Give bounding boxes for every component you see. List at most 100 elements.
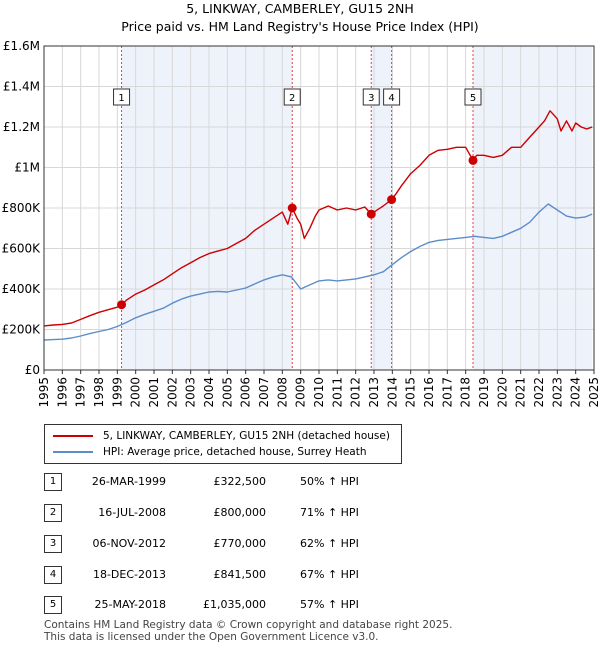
price-chart: 5, LINKWAY, CAMBERLEY, GU15 2NH Price pa… — [2, 1, 600, 408]
sale-hpi-change: 62% ↑ HPI — [300, 537, 359, 550]
sale-number-badge: 4 — [44, 566, 62, 584]
sale-hpi-change: 67% ↑ HPI — [300, 568, 359, 581]
sale-row: 4 18-DEC-2013 £841,500 67% ↑ HPI — [0, 566, 600, 586]
sale-point — [387, 195, 397, 205]
sale-hpi-change: 71% ↑ HPI — [300, 506, 359, 519]
footer-copyright: Contains HM Land Registry data © Crown c… — [44, 619, 453, 631]
chart-title: 5, LINKWAY, CAMBERLEY, GU15 2NH — [186, 1, 414, 16]
x-tick-label: 2012 — [349, 377, 363, 408]
y-tick-label: £1M — [14, 161, 40, 175]
legend-label-hpi: HPI: Average price, detached house, Surr… — [103, 446, 367, 458]
x-tick-label: 2002 — [165, 377, 179, 408]
x-tick-label: 1999 — [110, 377, 124, 408]
sale-marker-label: 3 — [368, 93, 374, 104]
y-tick-label: £200K — [2, 323, 42, 337]
sale-marker-badge: 2 — [283, 88, 301, 106]
x-tick-label: 2014 — [385, 377, 399, 408]
sale-price: £1,035,000 — [203, 598, 266, 611]
x-tick-label: 2015 — [404, 377, 418, 408]
sale-date: 26-MAR-1999 — [91, 475, 166, 488]
legend-label-property: 5, LINKWAY, CAMBERLEY, GU15 2NH (detache… — [103, 430, 390, 442]
y-tick-label: £1.2M — [3, 120, 40, 134]
sale-price: £322,500 — [213, 475, 267, 488]
sale-number-badge: 3 — [44, 535, 62, 553]
sale-price: £800,000 — [213, 506, 267, 519]
sale-marker-label: 5 — [470, 93, 476, 104]
property-series-line — [43, 110, 593, 327]
x-tick-label: 2025 — [587, 377, 600, 408]
sale-marker-label: 4 — [388, 93, 394, 104]
x-tick-label: 2009 — [294, 377, 308, 408]
x-tick-label: 2008 — [275, 377, 289, 408]
sale-hpi-change: 57% ↑ HPI — [300, 598, 359, 611]
y-tick-label: £600K — [2, 242, 42, 256]
sale-marker-box — [113, 88, 131, 106]
sale-number-badge: 2 — [44, 504, 62, 522]
legend-swatch-property — [53, 435, 93, 437]
x-tick-label: 2020 — [495, 377, 509, 408]
footer-licence: This data is licensed under the Open Gov… — [44, 631, 379, 643]
sale-marker-box — [464, 88, 482, 106]
sale-number-badge: 1 — [44, 473, 62, 491]
sale-row: 2 16-JUL-2008 £800,000 71% ↑ HPI — [0, 504, 600, 524]
x-tick-label: 2003 — [184, 377, 198, 408]
sale-date: 16-JUL-2008 — [98, 506, 166, 519]
sale-price: £770,000 — [213, 537, 267, 550]
y-tick-label: £800K — [2, 201, 42, 215]
sale-marker-badge: 1 — [113, 88, 131, 106]
x-tick-label: 1996 — [55, 377, 69, 408]
legend-item-property: 5, LINKWAY, CAMBERLEY, GU15 2NH (detache… — [53, 429, 390, 443]
footer-attribution: Contains HM Land Registry data © Crown c… — [44, 619, 452, 643]
chart-subtitle: Price paid vs. HM Land Registry's House … — [121, 19, 478, 34]
sale-marker-label: 2 — [289, 93, 295, 104]
x-tick-label: 2018 — [459, 377, 473, 408]
x-tick-label: 2024 — [569, 377, 583, 408]
x-tick-label: 2021 — [514, 377, 528, 408]
x-tick-label: 1998 — [92, 377, 106, 408]
sale-point — [468, 155, 478, 165]
sale-marker-box — [383, 88, 401, 106]
x-tick-label: 2005 — [220, 377, 234, 408]
sale-marker-badge: 4 — [383, 88, 401, 106]
sale-row: 5 25-MAY-2018 £1,035,000 57% ↑ HPI — [0, 596, 600, 616]
x-tick-label: 2000 — [129, 377, 143, 408]
sale-point — [287, 203, 297, 213]
x-tick-label: 2006 — [239, 377, 253, 408]
sale-point — [366, 209, 376, 219]
x-tick-label: 2011 — [330, 377, 344, 408]
x-tick-label: 2007 — [257, 377, 271, 408]
sale-row: 1 26-MAR-1999 £322,500 50% ↑ HPI — [0, 473, 600, 493]
sale-date: 06-NOV-2012 — [92, 537, 166, 550]
sale-marker-label: 1 — [118, 93, 124, 104]
sale-price: £841,500 — [213, 568, 267, 581]
x-tick-label: 2019 — [477, 377, 491, 408]
y-tick-label: £400K — [2, 282, 42, 296]
sale-marker-box — [362, 88, 380, 106]
x-tick-label: 2010 — [312, 377, 326, 408]
y-tick-label: £0 — [25, 363, 40, 377]
legend-swatch-hpi — [53, 451, 93, 453]
hpi-series-line — [43, 203, 593, 341]
sale-marker-badge: 3 — [362, 88, 380, 106]
legend: 5, LINKWAY, CAMBERLEY, GU15 2NH (detache… — [44, 424, 402, 464]
x-tick-label: 2013 — [367, 377, 381, 408]
x-tick-label: 2016 — [422, 377, 436, 408]
x-tick-label: 2001 — [147, 377, 161, 408]
y-tick-label: £1.4M — [3, 80, 40, 94]
sale-date: 25-MAY-2018 — [94, 598, 166, 611]
x-tick-label: 2023 — [550, 377, 564, 408]
sale-number-badge: 5 — [44, 596, 62, 614]
sale-date: 18-DEC-2013 — [92, 568, 166, 581]
x-tick-label: 2017 — [440, 377, 454, 408]
x-tick-label: 2022 — [532, 377, 546, 408]
plot-frame — [43, 45, 595, 371]
sale-hpi-change: 50% ↑ HPI — [300, 475, 359, 488]
sale-marker-box — [283, 88, 301, 106]
x-tick-label: 1997 — [74, 377, 88, 408]
sale-marker-badge: 5 — [464, 88, 482, 106]
legend-item-hpi: HPI: Average price, detached house, Surr… — [53, 445, 366, 459]
sale-row: 3 06-NOV-2012 £770,000 62% ↑ HPI — [0, 535, 600, 555]
x-tick-label: 2004 — [202, 377, 216, 408]
x-tick-label: 1995 — [37, 377, 51, 408]
y-tick-label: £1.6M — [3, 39, 40, 53]
